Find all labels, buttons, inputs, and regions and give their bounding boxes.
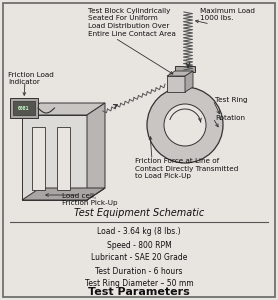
- Text: Test Block Cylindrically
Seated For Uniform
Load Distribution Over
Entire Line C: Test Block Cylindrically Seated For Unif…: [88, 8, 176, 37]
- Circle shape: [164, 104, 206, 146]
- Text: Test Ring: Test Ring: [215, 97, 248, 103]
- Text: Friction Load
Indicator: Friction Load Indicator: [8, 72, 54, 86]
- Bar: [175, 66, 195, 72]
- Text: Test Duration - 6 hours: Test Duration - 6 hours: [95, 266, 183, 275]
- Circle shape: [147, 87, 223, 163]
- Bar: [10, 98, 38, 118]
- Bar: [13, 101, 35, 115]
- Text: Load - 3.64 kg (8 lbs.): Load - 3.64 kg (8 lbs.): [97, 227, 181, 236]
- Polygon shape: [22, 115, 87, 200]
- Text: Test Ring Diameter – 50 mm: Test Ring Diameter – 50 mm: [85, 280, 193, 289]
- Polygon shape: [22, 188, 105, 200]
- Polygon shape: [87, 188, 105, 200]
- Text: Friction Force at Line of
Contact Directly Transmitted
to Load Pick-Up: Friction Force at Line of Contact Direct…: [135, 158, 238, 179]
- Text: Speed - 800 RPM: Speed - 800 RPM: [107, 241, 171, 250]
- Text: 0081: 0081: [18, 106, 30, 110]
- Text: Test Parameters: Test Parameters: [88, 287, 190, 297]
- Text: Rotation: Rotation: [215, 115, 245, 121]
- Text: Lubricant - SAE 20 Grade: Lubricant - SAE 20 Grade: [91, 254, 187, 262]
- Polygon shape: [167, 76, 185, 92]
- Polygon shape: [167, 71, 193, 76]
- Text: Test Equipment Schematic: Test Equipment Schematic: [74, 208, 204, 218]
- Bar: [178, 71, 192, 87]
- Text: Load cell,
Friction Pick-Up: Load cell, Friction Pick-Up: [62, 193, 118, 206]
- Polygon shape: [22, 103, 105, 115]
- Bar: [32, 127, 45, 190]
- Polygon shape: [87, 103, 105, 200]
- Polygon shape: [185, 71, 193, 92]
- Bar: [57, 127, 70, 190]
- Text: Maximum Load
1000 lbs.: Maximum Load 1000 lbs.: [200, 8, 255, 22]
